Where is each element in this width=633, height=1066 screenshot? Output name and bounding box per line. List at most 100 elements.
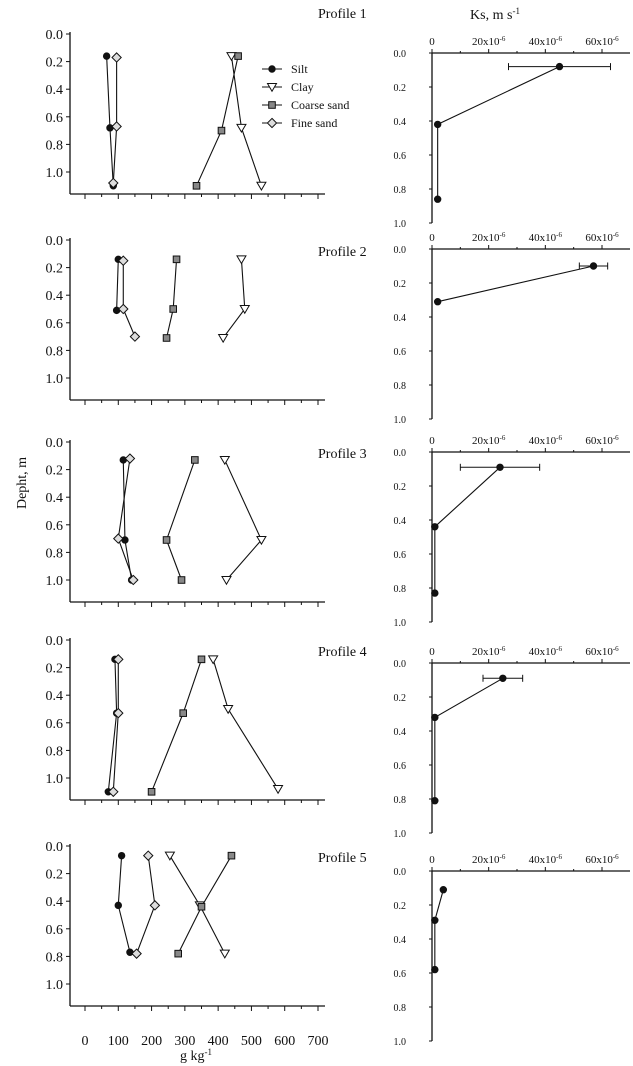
y-tick-label: 1.0	[46, 166, 64, 181]
ks-y-tick-label: 0.8	[394, 795, 407, 806]
data-point	[272, 785, 284, 795]
data-point	[111, 121, 122, 132]
y-tick-label: 0.6	[46, 111, 64, 126]
y-tick-label: 0.0	[46, 436, 64, 451]
series-line	[212, 659, 279, 790]
series-clay	[226, 52, 267, 191]
ks-data-point	[433, 195, 442, 203]
legend-marker	[268, 65, 276, 73]
series-line	[222, 259, 246, 339]
ks-y-tick-label: 0.2	[394, 279, 407, 290]
x-tick-label: 400	[208, 1034, 229, 1049]
ks-x-tick-label: 40x10-6	[529, 35, 563, 48]
series-fine-sand	[107, 52, 122, 189]
ks-data-point	[433, 298, 442, 306]
ks-y-tick-label: 0.0	[394, 867, 407, 878]
ks-y-tick-label: 0.4	[394, 516, 407, 527]
ks-y-tick-label: 0.4	[394, 313, 407, 324]
ks-y-tick-label: 1.0	[394, 219, 407, 230]
ks-x-tick-label: 40x10-6	[529, 645, 563, 658]
ks-data-point	[496, 463, 504, 471]
data-point	[227, 851, 236, 860]
x-tick-label: 700	[308, 1034, 329, 1049]
series-clay	[164, 851, 231, 959]
ks-x-tick-label: 40x10-6	[529, 434, 563, 447]
data-point	[112, 654, 124, 665]
y-tick-label: 0.0	[46, 840, 64, 855]
legend-label: Clay	[291, 80, 314, 94]
y-tick-label: 1.0	[46, 574, 64, 589]
y-tick-label: 0.8	[46, 950, 64, 965]
data-point	[239, 305, 251, 315]
data-point	[222, 705, 234, 715]
data-point	[107, 786, 119, 798]
ks-series	[431, 674, 524, 805]
y-tick-label: 0.2	[46, 662, 64, 677]
data-point	[117, 303, 129, 315]
data-point	[149, 900, 161, 911]
profile-title: Profile 3	[318, 447, 367, 462]
profile-panel-4: 0.0 0.2 0.4 0.6 0.8 1.0 Profile 4	[46, 634, 367, 805]
ks-axis-title: Ks, m s-1	[470, 6, 520, 23]
ks-panel-1: 0 20x10-6 40x10-6 60x10-6 0.0 0.2 0.4 0.6 0.8 1.0	[394, 35, 630, 230]
data-point	[192, 182, 201, 190]
series-fine-sand	[107, 654, 124, 798]
legend-marker	[266, 83, 278, 93]
ks-data-point	[499, 674, 507, 682]
y-tick-label: 0.6	[46, 717, 64, 732]
ks-series	[433, 262, 609, 306]
legend-label: Fine sand	[291, 116, 337, 130]
ks-data-point	[431, 589, 439, 597]
data-point	[177, 576, 186, 584]
ks-y-tick-label: 0.0	[394, 49, 407, 60]
data-point	[169, 305, 178, 313]
ks-data-point	[433, 120, 442, 129]
x-tick-label: 100	[108, 1034, 129, 1049]
ks-x-tick-label: 20x10-6	[472, 645, 506, 658]
y-tick-label: 0.8	[46, 138, 64, 153]
y-tick-label: 0.8	[46, 344, 64, 359]
data-point	[197, 902, 206, 911]
ks-y-tick-label: 0.6	[394, 151, 407, 162]
legend-label: Coarse sand	[291, 98, 349, 112]
series-line	[230, 56, 262, 186]
data-point	[197, 655, 206, 664]
ks-data-point	[555, 62, 564, 71]
data-point	[179, 709, 187, 717]
ks-y-tick-label: 0.4	[394, 117, 407, 128]
data-point	[219, 455, 231, 466]
data-point	[172, 255, 181, 264]
series-line	[106, 56, 114, 186]
y-tick-label: 0.2	[46, 464, 64, 479]
series-fine-sand	[117, 255, 141, 342]
ks-x-tick-label: 60x10-6	[585, 231, 619, 244]
x-tick-label: 0	[82, 1034, 89, 1049]
series-clay	[217, 255, 251, 344]
data-point	[236, 255, 247, 265]
ks-panel-3: 0 20x10-6 40x10-6 60x10-6 0.0 0.2 0.4 0.6 0.8 1.0	[394, 434, 630, 629]
ks-x-tick-label: 20x10-6	[472, 231, 506, 244]
ks-y-tick-label: 0.2	[394, 83, 407, 94]
x-tick-label: 500	[241, 1034, 262, 1049]
y-tick-label: 1.0	[46, 372, 64, 387]
data-point	[111, 52, 122, 63]
ks-y-tick-label: 0.4	[394, 727, 407, 738]
ks-y-tick-label: 0.2	[394, 901, 407, 912]
data-point	[127, 574, 139, 586]
ks-line	[437, 265, 594, 303]
series-line	[116, 259, 119, 311]
y-tick-label: 0.6	[46, 317, 64, 332]
y-tick-label: 0.2	[46, 56, 64, 71]
ks-data-point	[431, 523, 439, 531]
ks-x-tick-label: 0	[429, 36, 435, 48]
ks-x-tick-label: 0	[429, 646, 435, 658]
data-point	[174, 949, 182, 958]
ks-line	[434, 677, 504, 801]
ks-data-point	[589, 262, 598, 270]
profile-title: Profile 2	[318, 245, 367, 260]
ks-y-tick-label: 0.4	[394, 935, 407, 946]
ks-data-point	[439, 886, 448, 894]
data-point	[117, 851, 126, 860]
